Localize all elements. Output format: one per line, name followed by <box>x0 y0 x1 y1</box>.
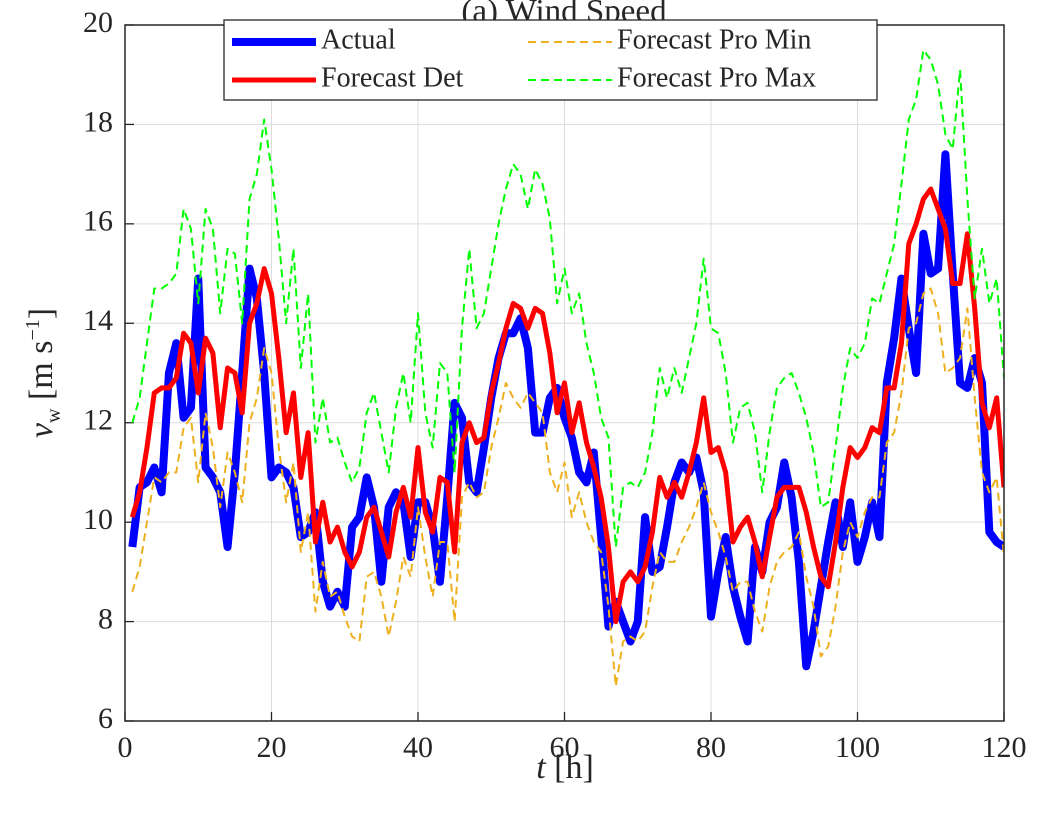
y-label-superscript: −1 <box>22 319 44 340</box>
y-label-symbol: v <box>23 422 60 438</box>
y-tick-label: 12 <box>83 404 113 437</box>
y-tick-label: 6 <box>98 702 113 735</box>
x-tick-label: 0 <box>118 731 133 764</box>
y-tick-label: 8 <box>98 602 113 635</box>
y-label-unit: [m s <box>23 341 60 401</box>
x-tick-label: 20 <box>257 731 287 764</box>
y-tick-label: 10 <box>83 503 113 536</box>
y-label-close: ] <box>23 308 60 319</box>
x-tick-label: 100 <box>835 731 880 764</box>
legend-box <box>223 19 878 101</box>
series-line <box>129 186 1004 625</box>
x-tick-label: 60 <box>550 731 580 764</box>
legend-label: Actual <box>321 24 396 55</box>
y-label-spacer <box>23 400 60 409</box>
legend-label: Forecast Pro Max <box>617 62 816 93</box>
x-tick-label: 80 <box>696 731 726 764</box>
y-tick-label: 14 <box>83 304 113 337</box>
x-tick-label: 120 <box>982 731 1027 764</box>
legend-label: Forecast Det <box>321 62 464 93</box>
x-axis-label: t [h] <box>536 749 594 786</box>
y-tick-label: 20 <box>83 6 113 39</box>
x-label-symbol: t <box>536 749 547 786</box>
series-line <box>128 150 1004 671</box>
x-tick-label: 40 <box>403 731 433 764</box>
y-label-subscript: w <box>43 408 65 423</box>
y-tick-label: 18 <box>83 105 113 138</box>
legend-label: Forecast Pro Min <box>617 24 811 55</box>
y-tick-label: 16 <box>83 205 113 238</box>
series-line <box>131 287 1004 688</box>
x-label-unit: [h] <box>554 749 594 786</box>
y-axis-label: vw [m s−1] <box>22 308 65 438</box>
